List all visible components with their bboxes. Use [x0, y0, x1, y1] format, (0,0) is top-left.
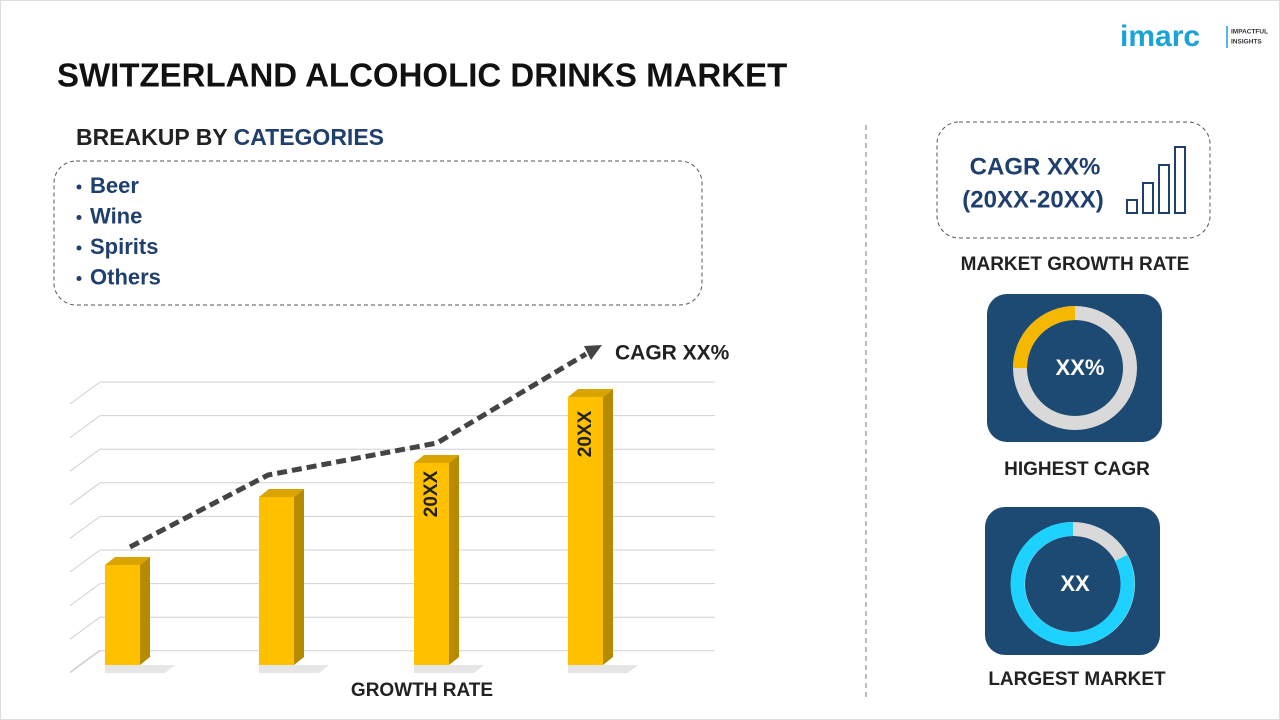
donut-segment	[1013, 306, 1076, 369]
breakup-heading: BREAKUP BY CATEGORIES	[76, 124, 384, 150]
bar-top	[259, 489, 304, 497]
breakup-box	[53, 160, 703, 306]
bar	[414, 463, 449, 665]
bar-side	[294, 489, 304, 665]
card-caption: HIGHEST CAGR	[1004, 459, 1150, 480]
grid-line	[69, 515, 101, 539]
bar-side	[140, 557, 150, 665]
heading-part: CATEGORIES	[234, 124, 384, 150]
grid-line	[69, 583, 101, 607]
card-caption: LARGEST MARKET	[988, 669, 1166, 690]
card-value: XX	[1060, 571, 1090, 596]
bar-side	[603, 389, 613, 665]
bar-label: 20XX	[421, 470, 442, 517]
category-item: Spirits	[90, 234, 158, 259]
bar-side	[449, 455, 459, 665]
card-caption: MARKET GROWTH RATE	[961, 254, 1190, 275]
bar-shadow	[568, 665, 638, 673]
logo: imarc	[1120, 20, 1200, 53]
chart-caption: GROWTH RATE	[351, 680, 493, 701]
heading-part: BREAKUP BY	[76, 124, 227, 150]
card-value: XX%	[1056, 355, 1105, 380]
grid-line	[69, 650, 101, 674]
grid-line	[69, 415, 101, 439]
bullet	[76, 245, 82, 251]
grid-line	[69, 549, 101, 573]
cagr-period: (20XX-20XX)	[962, 186, 1103, 213]
bar-top	[414, 455, 459, 463]
bullet	[76, 215, 82, 220]
bar-top	[568, 389, 613, 397]
trend-line	[128, 351, 588, 550]
logo-tagline: IMPACTFUL	[1231, 29, 1268, 36]
bar-top	[105, 557, 150, 565]
growth-icon	[1126, 146, 1186, 214]
donut-segment	[1010, 521, 1135, 646]
cagr-label: CAGR XX%	[615, 342, 730, 365]
bullet	[76, 276, 82, 281]
bar-shadow	[105, 665, 175, 673]
grid-line	[69, 381, 101, 405]
bar-shadow	[259, 665, 329, 673]
bar	[568, 397, 603, 665]
trend-arrow	[584, 345, 602, 360]
cagr-value: CAGR XX%	[970, 153, 1101, 180]
grid-line	[69, 616, 101, 640]
grid-line	[69, 448, 101, 472]
category-item: Others	[90, 264, 161, 289]
bullet	[76, 184, 82, 190]
bar	[259, 497, 294, 665]
grid-line	[69, 649, 101, 673]
bar-label: 20XX	[575, 410, 596, 457]
bar-shadow	[414, 665, 484, 673]
category-item: Beer	[90, 173, 139, 198]
bar	[105, 565, 140, 665]
category-item: Wine	[90, 203, 142, 228]
logo-tagline: INSIGHTS	[1231, 39, 1262, 46]
grid-line	[69, 482, 101, 506]
title: SWITZERLAND ALCOHOLIC DRINKS MARKET	[57, 57, 787, 94]
cagr-box	[936, 121, 1211, 239]
